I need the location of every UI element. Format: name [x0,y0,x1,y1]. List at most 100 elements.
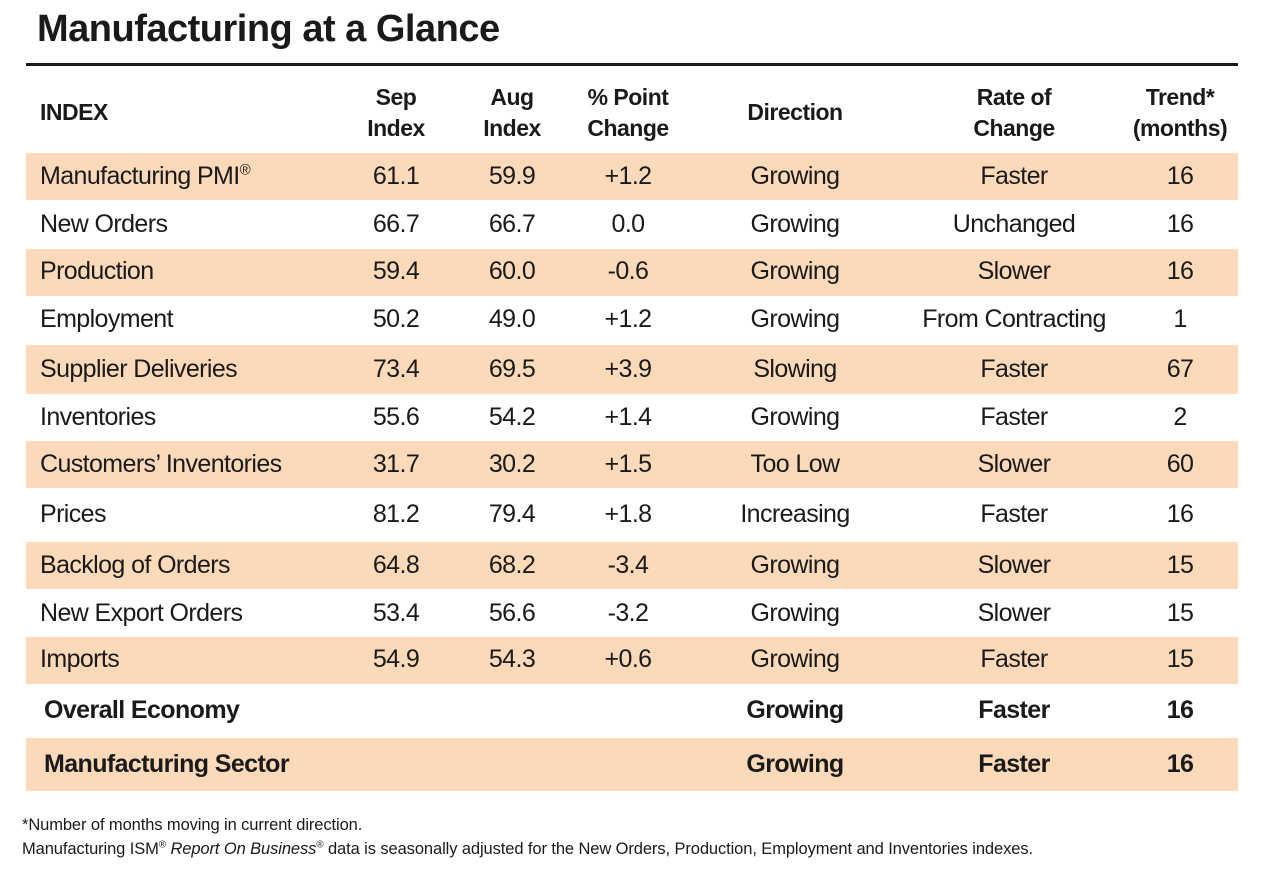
cell-trend: 1 [1173,305,1187,333]
cell-rate: Faster [980,645,1048,673]
cell-index: Prices [40,500,106,528]
cell-direction: Growing [746,696,844,724]
header-rate-line2: Change [973,115,1055,141]
page-title: Manufacturing at a Glance [37,8,500,50]
cell-rate: From Contracting [922,305,1106,333]
cell-trend: 15 [1166,645,1194,673]
cell-trend: 16 [1166,750,1194,778]
table-row: Customers’ Inventories 31.7 30.2 +1.5 To… [0,450,1268,482]
cell-rate: Faster [980,500,1048,528]
table-row: Supplier Deliveries 73.4 69.5 +3.9 Slowi… [0,355,1268,387]
cell-aug: 69.5 [488,355,536,383]
table-row: Imports 54.9 54.3 +0.6 Growing Faster 15 [0,645,1268,677]
cell-aug: 79.4 [488,500,536,528]
cell-rate: Faster [978,696,1050,724]
cell-trend: 15 [1166,551,1194,579]
summary-row: Manufacturing Sector Growing Faster 16 [0,750,1268,782]
row-band [26,637,1238,684]
footnote-text: Manufacturing ISM [22,840,159,858]
cell-direction: Growing [750,645,841,673]
cell-aug: 56.6 [488,599,536,627]
cell-direction: Slowing [753,355,837,383]
cell-rate: Faster [980,355,1048,383]
cell-index-text: Manufacturing PMI [40,162,240,190]
row-band [26,153,1238,200]
cell-aug: 30.2 [488,450,536,478]
header-sep-line1: Sep [375,84,417,110]
table-row: Backlog of Orders 64.8 68.2 -3.4 Growing… [0,551,1268,583]
cell-aug: 54.3 [488,645,536,673]
row-band [26,542,1238,589]
table-row: New Export Orders 53.4 56.6 -3.2 Growing… [0,599,1268,631]
row-band [26,249,1238,296]
table-row: Inventories 55.6 54.2 +1.4 Growing Faste… [0,403,1268,435]
cell-aug: 68.2 [488,551,536,579]
row-band [26,345,1238,394]
cell-sep: 31.7 [372,450,420,478]
cell-change: 0.0 [611,210,646,238]
cell-index: Production [40,257,154,285]
cell-aug: 54.2 [488,403,536,431]
cell-trend: 16 [1166,500,1194,528]
header-trend: Trend* (months) [1133,82,1228,144]
header-pct-line2: Change [587,115,669,141]
header-pct-change: % Point Change [587,82,669,144]
cell-rate: Slower [977,257,1051,285]
cell-change: +3.9 [604,355,653,383]
cell-sep: 53.4 [372,599,420,627]
cell-direction: Growing [750,599,841,627]
cell-index: Employment [40,305,174,333]
table-row: Employment 50.2 49.0 +1.2 Growing From C… [0,305,1268,337]
cell-direction: Growing [746,750,844,778]
cell-trend: 16 [1166,257,1194,285]
cell-sep: 55.6 [372,403,420,431]
footnote-report-title: Report On Business [165,840,317,858]
cell-sep: 59.4 [372,257,420,285]
cell-trend: 16 [1166,210,1194,238]
cell-rate: Slower [977,599,1051,627]
cell-trend: 16 [1166,696,1194,724]
registered-mark: ® [239,161,251,179]
header-index: INDEX [40,99,108,125]
cell-index: Overall Economy [44,696,240,724]
cell-rate: Unchanged [952,210,1076,238]
cell-rate: Slower [977,450,1051,478]
cell-sep: 66.7 [372,210,420,238]
cell-rate: Slower [977,551,1051,579]
header-direction: Direction [747,99,843,125]
header-trend-line1: Trend* [1145,84,1215,110]
header-aug-line2: Index [483,115,541,141]
header-sep-line2: Index [367,115,425,141]
header-aug-line1: Aug [490,84,534,110]
cell-trend: 15 [1166,599,1194,627]
cell-sep: 50.2 [372,305,420,333]
cell-direction: Growing [750,551,841,579]
cell-change: -0.6 [607,257,649,285]
cell-change: +1.5 [604,450,653,478]
cell-sep: 54.9 [372,645,420,673]
cell-index: Manufacturing Sector [44,750,290,778]
title-divider [26,63,1238,66]
cell-rate: Faster [980,403,1048,431]
cell-sep: 64.8 [372,551,420,579]
cell-index: Backlog of Orders [40,551,230,579]
cell-direction: Growing [750,305,841,333]
cell-aug: 49.0 [488,305,536,333]
cell-direction: Growing [750,210,841,238]
row-band [26,441,1238,488]
cell-rate: Faster [978,750,1050,778]
header-rate-line1: Rate of [976,84,1052,110]
header-rate: Rate of Change [973,82,1055,144]
cell-direction: Growing [750,162,841,190]
cell-trend: 67 [1166,355,1194,383]
cell-change: +1.8 [604,500,653,528]
cell-index: Supplier Deliveries [40,355,238,383]
cell-index: New Orders [40,210,168,238]
footnote-text: data is seasonally adjusted for the New … [323,840,1033,858]
cell-trend: 2 [1173,403,1187,431]
cell-change: +1.4 [604,403,653,431]
cell-direction: Too Low [750,450,841,478]
footnote-trend: *Number of months moving in current dire… [22,816,363,834]
summary-row: Overall Economy Growing Faster 16 [0,696,1268,728]
table-row: New Orders 66.7 66.7 0.0 Growing Unchang… [0,210,1268,242]
